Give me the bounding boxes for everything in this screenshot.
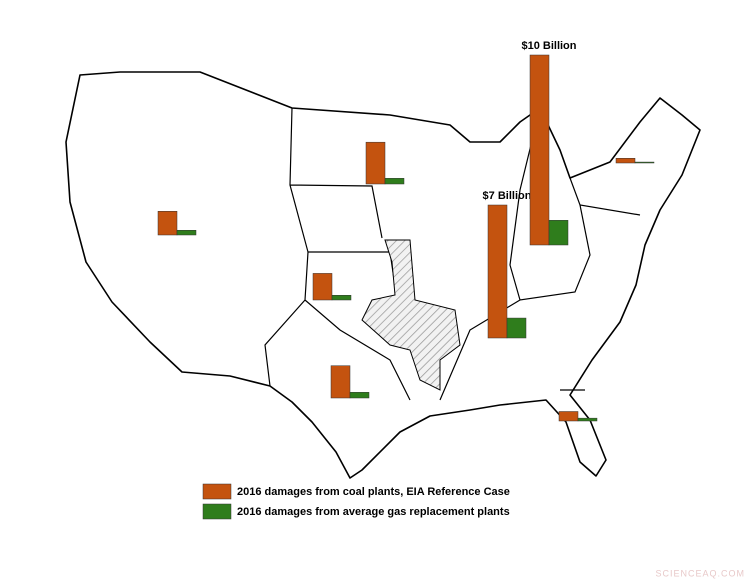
bar <box>365 141 386 185</box>
bar <box>529 54 550 246</box>
bar <box>615 158 636 164</box>
bar <box>330 365 351 399</box>
bar <box>487 204 508 339</box>
bar <box>558 411 579 422</box>
bar <box>312 273 333 301</box>
bar <box>157 211 178 236</box>
bar <box>577 417 598 422</box>
bar <box>506 317 527 339</box>
bar <box>384 178 405 185</box>
legend-swatch <box>202 483 232 500</box>
us-outline <box>65 71 701 479</box>
hatched-region <box>361 239 461 391</box>
watermark: SCIENCEAQ.COM <box>655 568 745 578</box>
value-label: $7 Billion <box>483 190 532 202</box>
legend-swatch <box>202 503 232 520</box>
value-label: $10 Billion <box>521 40 576 52</box>
bar <box>176 230 197 236</box>
bar <box>349 392 370 399</box>
bar <box>331 295 352 301</box>
legend-label: 2016 damages from average gas replacemen… <box>237 506 510 518</box>
legend-label: 2016 damages from coal plants, EIA Refer… <box>237 486 510 498</box>
bar <box>548 220 569 246</box>
bar <box>634 161 655 164</box>
